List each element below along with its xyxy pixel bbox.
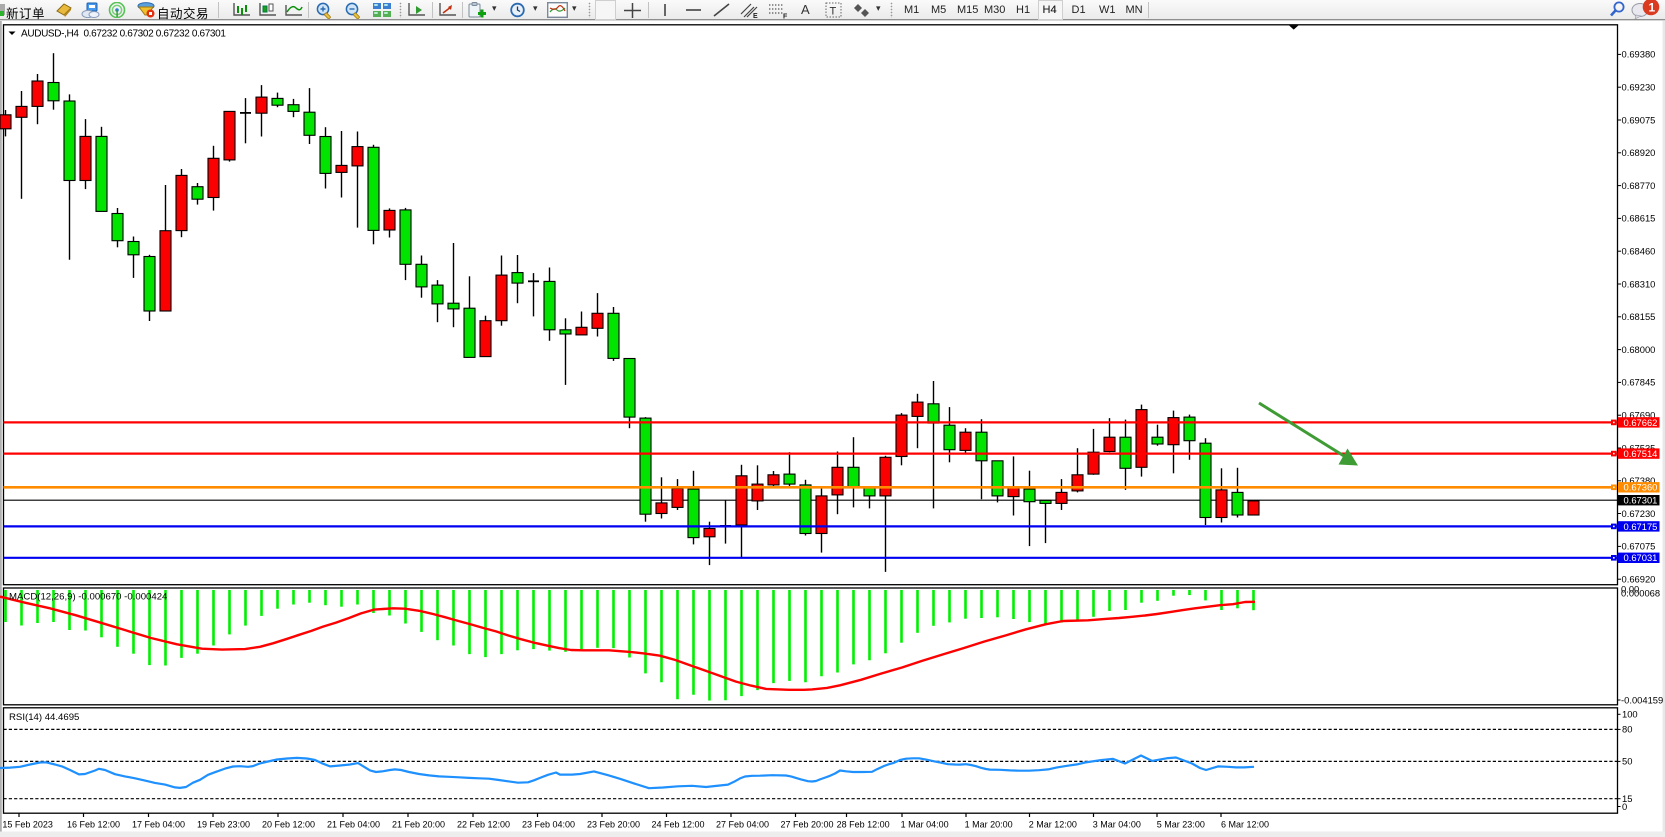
svg-text:100: 100	[1622, 709, 1638, 720]
svg-text:0.68310: 0.68310	[1622, 278, 1656, 289]
svg-text:2 Mar 12:00: 2 Mar 12:00	[1029, 820, 1077, 830]
svg-text:0.67230: 0.67230	[1622, 508, 1656, 519]
svg-text:0.68460: 0.68460	[1622, 246, 1656, 257]
svg-text:19 Feb 23:00: 19 Feb 23:00	[197, 820, 250, 830]
svg-text:0.67535: 0.67535	[1622, 442, 1656, 453]
svg-text:16 Feb 12:00: 16 Feb 12:00	[67, 820, 120, 830]
svg-text:21 Feb 20:00: 21 Feb 20:00	[392, 820, 445, 830]
svg-text:0.69230: 0.69230	[1622, 82, 1656, 93]
svg-text:0.67514: 0.67514	[1624, 448, 1658, 459]
svg-text:0.67031: 0.67031	[1624, 552, 1658, 563]
svg-text:20 Feb 12:00: 20 Feb 12:00	[262, 820, 315, 830]
svg-text:0.68000: 0.68000	[1622, 344, 1656, 355]
svg-text:0.68615: 0.68615	[1622, 213, 1656, 224]
svg-text:0.69380: 0.69380	[1622, 49, 1656, 60]
svg-text:6 Mar 12:00: 6 Mar 12:00	[1221, 820, 1269, 830]
svg-text:27 Feb 04:00: 27 Feb 04:00	[716, 820, 769, 830]
svg-text:50: 50	[1622, 756, 1632, 767]
svg-text:F: F	[783, 14, 788, 20]
svg-text:MACD(12,26,9) -0.000670 -0.000: MACD(12,26,9) -0.000670 -0.000424	[9, 592, 168, 603]
svg-text:0.67075: 0.67075	[1622, 541, 1656, 552]
svg-text:3 Mar 04:00: 3 Mar 04:00	[1093, 820, 1141, 830]
svg-text:0.68770: 0.68770	[1622, 180, 1656, 191]
svg-text:0.68155: 0.68155	[1622, 311, 1656, 322]
svg-text:1 Mar 20:00: 1 Mar 20:00	[965, 820, 1013, 830]
svg-text:15: 15	[1622, 793, 1632, 804]
svg-text:15 Feb 2023: 15 Feb 2023	[2, 820, 53, 830]
svg-text:28 Feb 12:00: 28 Feb 12:00	[837, 820, 890, 830]
svg-text:0.69075: 0.69075	[1622, 114, 1656, 125]
svg-text:0.67690: 0.67690	[1622, 410, 1656, 421]
svg-text:0.67380: 0.67380	[1622, 475, 1656, 486]
svg-text:21 Feb 04:00: 21 Feb 04:00	[327, 820, 380, 830]
svg-text:0.67662: 0.67662	[1624, 417, 1658, 428]
svg-text:27 Feb 20:00: 27 Feb 20:00	[781, 820, 834, 830]
svg-text:22 Feb 12:00: 22 Feb 12:00	[457, 820, 510, 830]
svg-text:0.67845: 0.67845	[1622, 377, 1656, 388]
svg-text:1 Mar 04:00: 1 Mar 04:00	[901, 820, 949, 830]
svg-text:5 Mar 23:00: 5 Mar 23:00	[1157, 820, 1205, 830]
svg-text:17 Feb 04:00: 17 Feb 04:00	[132, 820, 185, 830]
svg-text:1: 1	[1649, 1, 1656, 15]
svg-text:0.67301: 0.67301	[1624, 495, 1658, 506]
svg-text:-0.004159: -0.004159	[1621, 694, 1663, 705]
svg-text:0.00: 0.00	[1621, 584, 1639, 595]
svg-text:23 Feb 04:00: 23 Feb 04:00	[522, 820, 575, 830]
svg-text:23 Feb 20:00: 23 Feb 20:00	[587, 820, 640, 830]
svg-text:E: E	[753, 13, 758, 19]
svg-text:0.66920: 0.66920	[1622, 574, 1656, 585]
svg-text:0.67175: 0.67175	[1624, 521, 1658, 532]
svg-text:24 Feb 12:00: 24 Feb 12:00	[652, 820, 705, 830]
svg-text:0.68920: 0.68920	[1622, 147, 1656, 158]
svg-text:80: 80	[1622, 724, 1632, 735]
svg-text:0.67360: 0.67360	[1624, 482, 1658, 493]
svg-text:T: T	[830, 6, 837, 18]
svg-text:RSI(14) 44.4695: RSI(14) 44.4695	[9, 712, 79, 723]
svg-text:AUDUSD-,H4 0.67232 0.67302 0.: AUDUSD-,H4 0.67232 0.67302 0.67232 0.673…	[21, 29, 226, 40]
svg-text:0.000068: 0.000068	[1621, 588, 1660, 599]
svg-text:0: 0	[1622, 801, 1627, 812]
